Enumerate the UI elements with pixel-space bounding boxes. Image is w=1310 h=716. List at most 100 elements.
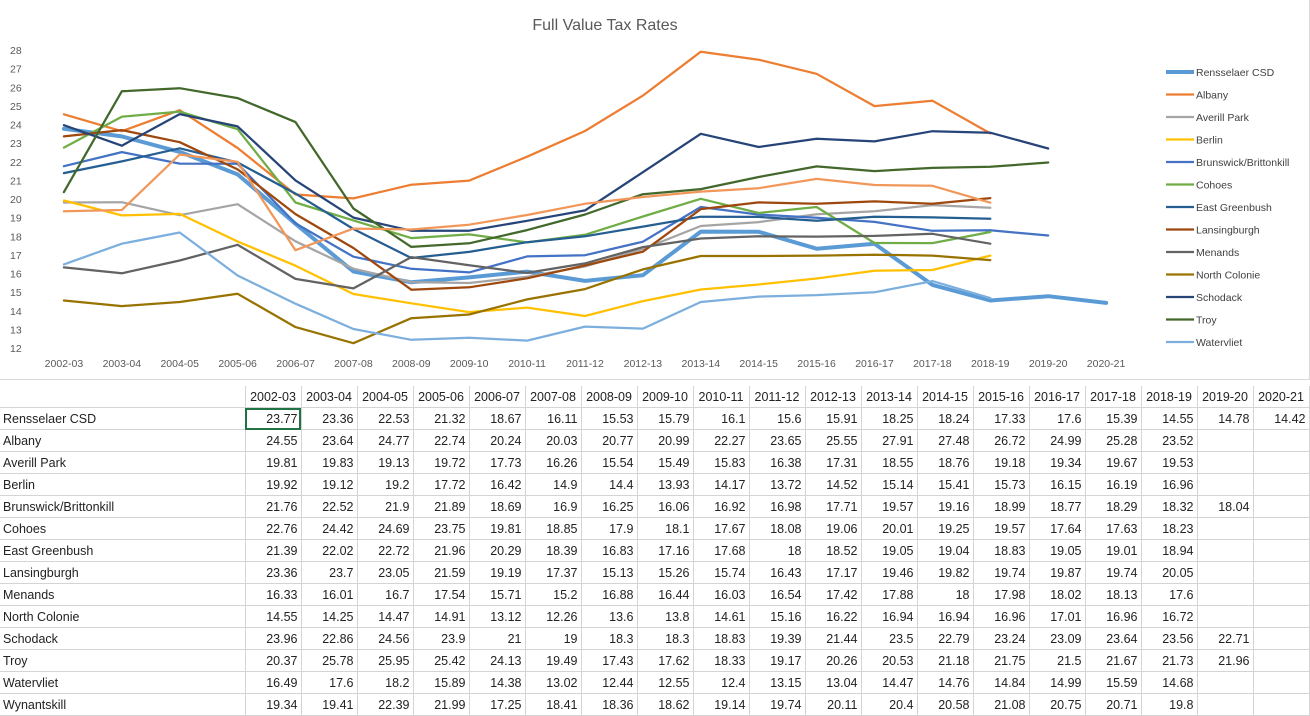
table-cell[interactable]: 20.77	[581, 429, 638, 452]
table-cell[interactable]: 16.94	[861, 605, 918, 628]
table-cell[interactable]: 18.1	[637, 517, 694, 540]
table-cell[interactable]: 20.37	[245, 649, 302, 672]
table-cell[interactable]: 14.9	[525, 473, 582, 496]
table-cell[interactable]: 16.92	[693, 495, 750, 518]
row-label[interactable]: Brunswick/Brittonkill	[0, 495, 246, 518]
table-cell[interactable]: 15.71	[469, 583, 526, 606]
row-label[interactable]: Averill Park	[0, 451, 246, 474]
table-cell[interactable]: 18.83	[693, 627, 750, 650]
table-cell[interactable]: 19.34	[245, 693, 302, 716]
table-cell[interactable]: 19.74	[1085, 561, 1142, 584]
series-line-troy[interactable]	[62, 87, 1050, 249]
table-cell[interactable]: 21.39	[245, 539, 302, 562]
row-label[interactable]: East Greenbush	[0, 539, 246, 562]
table-cell[interactable]	[1197, 473, 1254, 496]
table-cell[interactable]: 13.15	[749, 671, 806, 694]
table-cell[interactable]: 19.82	[917, 561, 974, 584]
table-cell[interactable]: 14.99	[1029, 671, 1086, 694]
column-header[interactable]: 2007-08	[525, 386, 582, 408]
table-cell[interactable]: 26.72	[973, 429, 1030, 452]
table-cell[interactable]: 13.6	[581, 605, 638, 628]
table-cell[interactable]: 20.99	[637, 429, 694, 452]
table-cell[interactable]: 15.91	[805, 407, 862, 430]
column-header[interactable]: 2004-05	[357, 386, 414, 408]
table-cell[interactable]: 14.78	[1197, 407, 1254, 430]
column-header[interactable]: 2017-18	[1085, 386, 1142, 408]
table-cell[interactable]: 22.74	[413, 429, 470, 452]
table-cell[interactable]: 14.38	[469, 671, 526, 694]
table-cell[interactable]: 12.55	[637, 671, 694, 694]
table-cell[interactable]: 22.39	[357, 693, 414, 716]
table-cell[interactable]: 19.57	[973, 517, 1030, 540]
table-cell[interactable]: 17.63	[1085, 517, 1142, 540]
table-cell[interactable]: 21.9	[357, 495, 414, 518]
table-cell[interactable]: 20.29	[469, 539, 526, 562]
table-cell[interactable]: 24.55	[245, 429, 302, 452]
table-cell[interactable]: 22.71	[1197, 627, 1254, 650]
table-cell[interactable]: 13.04	[805, 671, 862, 694]
table-cell[interactable]: 19.14	[693, 693, 750, 716]
table-cell[interactable]: 23.52	[1141, 429, 1198, 452]
series-line-cohoes[interactable]	[62, 110, 992, 245]
table-cell[interactable]: 16.22	[805, 605, 862, 628]
table-cell[interactable]: 17.42	[805, 583, 862, 606]
table-cell[interactable]: 19.05	[1029, 539, 1086, 562]
column-header[interactable]: 2005-06	[413, 386, 470, 408]
table-cell[interactable]: 23.64	[301, 429, 358, 452]
table-cell[interactable]: 22.52	[301, 495, 358, 518]
table-cell[interactable]: 17.54	[413, 583, 470, 606]
table-cell[interactable]: 18.76	[917, 451, 974, 474]
table-cell[interactable]: 15.74	[693, 561, 750, 584]
table-cell[interactable]: 16.83	[581, 539, 638, 562]
table-cell[interactable]: 19.92	[245, 473, 302, 496]
table-cell[interactable]: 18.62	[637, 693, 694, 716]
table-cell[interactable]: 17.6	[1029, 407, 1086, 430]
legend-label[interactable]: Watervliet	[1196, 337, 1242, 349]
table-cell[interactable]: 17.37	[525, 561, 582, 584]
table-cell[interactable]: 15.39	[1085, 407, 1142, 430]
table-cell[interactable]: 25.42	[413, 649, 470, 672]
series-line-north-colonie[interactable]	[62, 253, 992, 345]
table-cell[interactable]: 19.13	[357, 451, 414, 474]
table-cell[interactable]: 14.4	[581, 473, 638, 496]
table-cell[interactable]: 15.59	[1085, 671, 1142, 694]
table-cell[interactable]: 14.47	[357, 605, 414, 628]
table-cell[interactable]: 18.25	[861, 407, 918, 430]
table-cell[interactable]: 21.18	[917, 649, 974, 672]
table-cell[interactable]: 19.04	[917, 539, 974, 562]
table-cell[interactable]: 22.27	[693, 429, 750, 452]
table-cell[interactable]: 16.94	[917, 605, 974, 628]
table-cell[interactable]	[1197, 429, 1254, 452]
table-cell[interactable]	[1253, 649, 1310, 672]
table-cell[interactable]: 17.67	[693, 517, 750, 540]
table-cell[interactable]: 21.44	[805, 627, 862, 650]
table-cell[interactable]: 19.18	[973, 451, 1030, 474]
table-cell[interactable]: 18.08	[749, 517, 806, 540]
table-cell[interactable]: 18	[917, 583, 974, 606]
data-table[interactable]: 2002-03 2003-04 2004-05 2005-06 2006-07 2007-…	[0, 386, 1310, 716]
table-cell[interactable]: 17.62	[637, 649, 694, 672]
column-header[interactable]: 2015-16	[973, 386, 1030, 408]
table-cell[interactable]: 18.39	[525, 539, 582, 562]
table-cell[interactable]: 14.91	[413, 605, 470, 628]
column-header[interactable]: 2009-10	[637, 386, 694, 408]
table-cell[interactable]: 17.72	[413, 473, 470, 496]
legend-label[interactable]: Menands	[1196, 247, 1239, 259]
table-cell[interactable]: 19.06	[805, 517, 862, 540]
table-cell[interactable]: 16.25	[581, 495, 638, 518]
table-cell[interactable]: 19.16	[917, 495, 974, 518]
table-cell[interactable]: 17.6	[301, 671, 358, 694]
table-cell[interactable]: 23.77	[245, 407, 302, 430]
table-cell[interactable]: 17.33	[973, 407, 1030, 430]
table-cell[interactable]: 15.14	[861, 473, 918, 496]
legend-label[interactable]: Cohoes	[1196, 180, 1232, 192]
table-cell[interactable]: 18.32	[1141, 495, 1198, 518]
table-cell[interactable]: 25.95	[357, 649, 414, 672]
table-cell[interactable]	[1197, 561, 1254, 584]
column-header[interactable]: 2010-11	[693, 386, 750, 408]
table-cell[interactable]: 18.94	[1141, 539, 1198, 562]
table-cell[interactable]: 19.57	[861, 495, 918, 518]
table-cell[interactable]: 15.73	[973, 473, 1030, 496]
table-cell[interactable]	[1197, 539, 1254, 562]
table-cell[interactable]	[1197, 451, 1254, 474]
